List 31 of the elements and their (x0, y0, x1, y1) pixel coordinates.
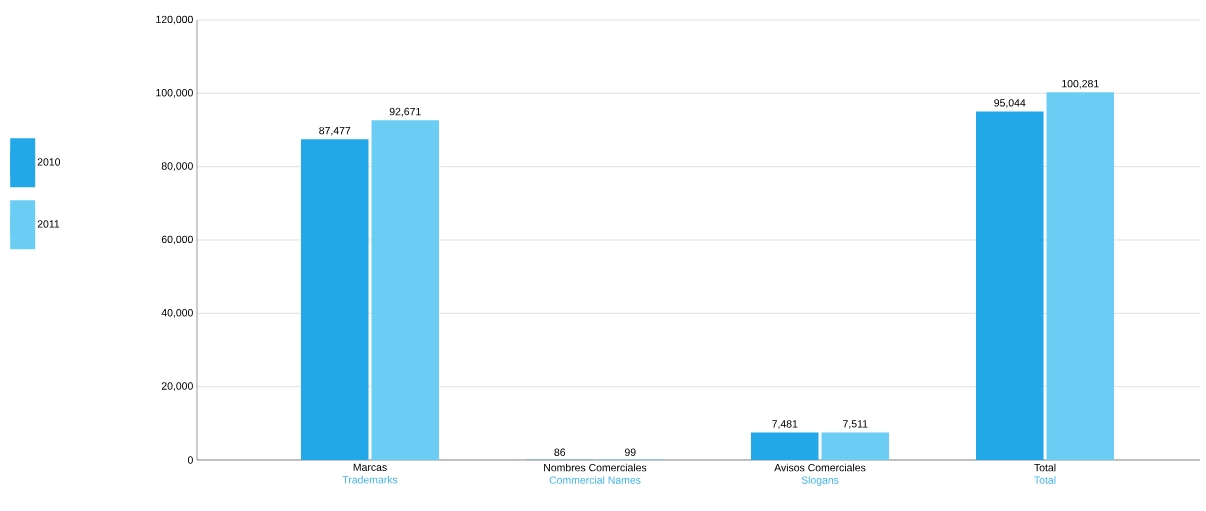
y-tick-label: 20,000 (161, 382, 193, 391)
y-tick-label: 0 (187, 456, 193, 464)
y-tick-label: 80,000 (161, 162, 193, 171)
y-tick-label: 120,000 (156, 15, 193, 25)
legend-label: 2010 (37, 158, 61, 166)
data-label: 7,481 (772, 420, 798, 429)
x-tick-label: Nombres Comerciales (544, 463, 647, 472)
data-label: 92,671 (389, 107, 421, 117)
data-label: 86 (554, 448, 566, 456)
bar (1046, 92, 1115, 460)
y-tick-label: 100,000 (156, 89, 193, 98)
bar (371, 120, 440, 460)
data-label: 7,511 (843, 420, 868, 429)
x-tick-label: Marcas (353, 463, 387, 471)
data-label: 99 (624, 448, 636, 456)
text: Total (1034, 476, 1056, 484)
bar (301, 139, 369, 460)
text: Commercial Names (549, 476, 641, 484)
legend-label: 2011 (37, 220, 60, 228)
bar (821, 432, 890, 460)
text: Slogans (801, 476, 839, 486)
data-label: 87,477 (319, 126, 351, 136)
bar (751, 432, 819, 460)
data-label: 100,281 (1062, 79, 1099, 89)
bar (976, 111, 1044, 460)
y-tick-label: 60,000 (161, 235, 193, 245)
x-tick-label: Total (1034, 463, 1056, 472)
text: Trademarks (342, 475, 398, 484)
y-tick-label: 40,000 (161, 309, 193, 318)
x-tick-label: Avisos Comerciales (774, 463, 866, 472)
data-label: 95,044 (994, 99, 1026, 108)
